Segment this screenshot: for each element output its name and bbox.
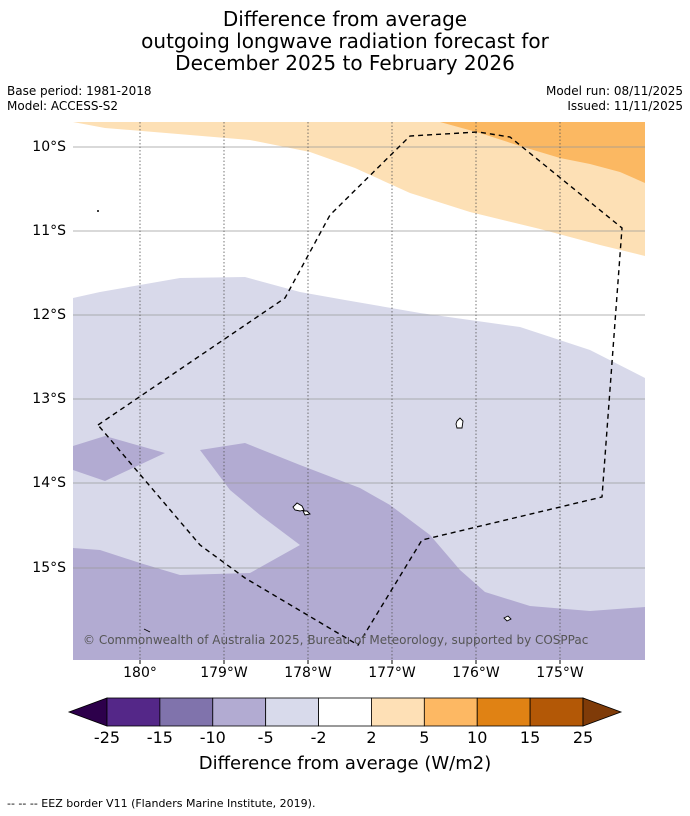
lat-label-10s: 10°S (32, 139, 66, 155)
colorbar-extend-high (582, 697, 623, 727)
colorbar-title: Difference from average (W/m2) (198, 753, 492, 774)
colorbar-tick-label: 2 (366, 728, 377, 747)
anomaly-band-2-to-5 (73, 122, 645, 256)
colorbar-segment-5 (371, 697, 425, 727)
lon-label-179w: 179°W (200, 665, 248, 681)
colorbar-segment-4 (318, 697, 372, 727)
colorbar-tick-label: -25 (93, 728, 121, 747)
anomaly-band-minus5-to-minus10 (73, 443, 645, 660)
issued-date: Issued: 11/11/2025 (567, 99, 683, 113)
lat-label-12s: 12°S (32, 307, 66, 323)
island-nw (97, 210, 99, 212)
model-run: Model run: 08/11/2025 (545, 84, 683, 98)
colorbar-segment-6 (423, 697, 478, 727)
anomaly-band-5-to-10 (440, 122, 645, 183)
title-line-3: December 2025 to February 2026 (175, 51, 515, 75)
meta-right: Model run: 08/11/2025 Issued: 11/11/2025 (546, 84, 683, 114)
chart-title: Difference from average outgoing longwav… (0, 8, 690, 74)
colorbar-segment-7 (476, 697, 531, 727)
lat-gridlines (73, 146, 645, 569)
lon-gridlines (139, 122, 561, 660)
colorbar-segment-8 (529, 697, 584, 727)
colorbar (67, 697, 623, 727)
colorbar-tick-label: -5 (257, 728, 274, 747)
title-line-1: Difference from average (222, 7, 468, 31)
copyright-notice: © Commonwealth of Australia 2025, Bureau… (83, 633, 589, 647)
anomaly-band-minus2-to-minus5 (73, 277, 645, 660)
colorbar-tick-label: -10 (199, 728, 226, 747)
colorbar-extend-low (67, 697, 108, 727)
model-name: Model: ACCESS-S2 (7, 99, 119, 113)
meta-left: Base period: 1981-2018 Model: ACCESS-S2 (7, 84, 152, 114)
island-south (503, 615, 512, 622)
colorbar-segment-0 (106, 697, 161, 727)
colorbar-tick-label: -2 (310, 728, 327, 747)
colorbar-segment-3 (265, 697, 319, 727)
lon-ticks (139, 660, 561, 664)
colorbar-tick-label: -15 (146, 728, 173, 747)
lat-label-15s: 15°S (32, 560, 66, 576)
title-line-2: outgoing longwave radiation forecast for (141, 29, 549, 53)
colorbar-tick-label: 25 (572, 728, 594, 747)
lat-label-13s: 13°S (32, 391, 66, 407)
island-wallis (292, 502, 305, 512)
base-period: Base period: 1981-2018 (7, 84, 152, 98)
colorbar-tick-label: 15 (519, 728, 541, 747)
lat-label-11s: 11°S (32, 223, 66, 239)
eez-legend: -- -- -- EEZ border V11 (Flanders Marine… (7, 797, 316, 810)
lon-label-175w: 175°W (536, 665, 584, 681)
lon-label-176w: 176°W (452, 665, 500, 681)
lat-label-14s: 14°S (32, 475, 66, 491)
colorbar-tick-label: 10 (467, 728, 488, 747)
island-sw (143, 628, 151, 633)
anomaly-band-minus5-to-minus10-west (73, 436, 165, 481)
colorbar-segment-2 (212, 697, 267, 727)
map-area (73, 122, 645, 660)
island-east (455, 417, 464, 429)
colorbar-segment-1 (159, 697, 214, 727)
lon-label-177w: 177°W (368, 665, 416, 681)
colorbar-tick-label: 5 (419, 728, 430, 747)
eez-border (97, 131, 623, 646)
island-futuna (302, 510, 311, 516)
lon-label-178w: 178°W (284, 665, 332, 681)
lon-label-180: 180° (123, 665, 157, 681)
